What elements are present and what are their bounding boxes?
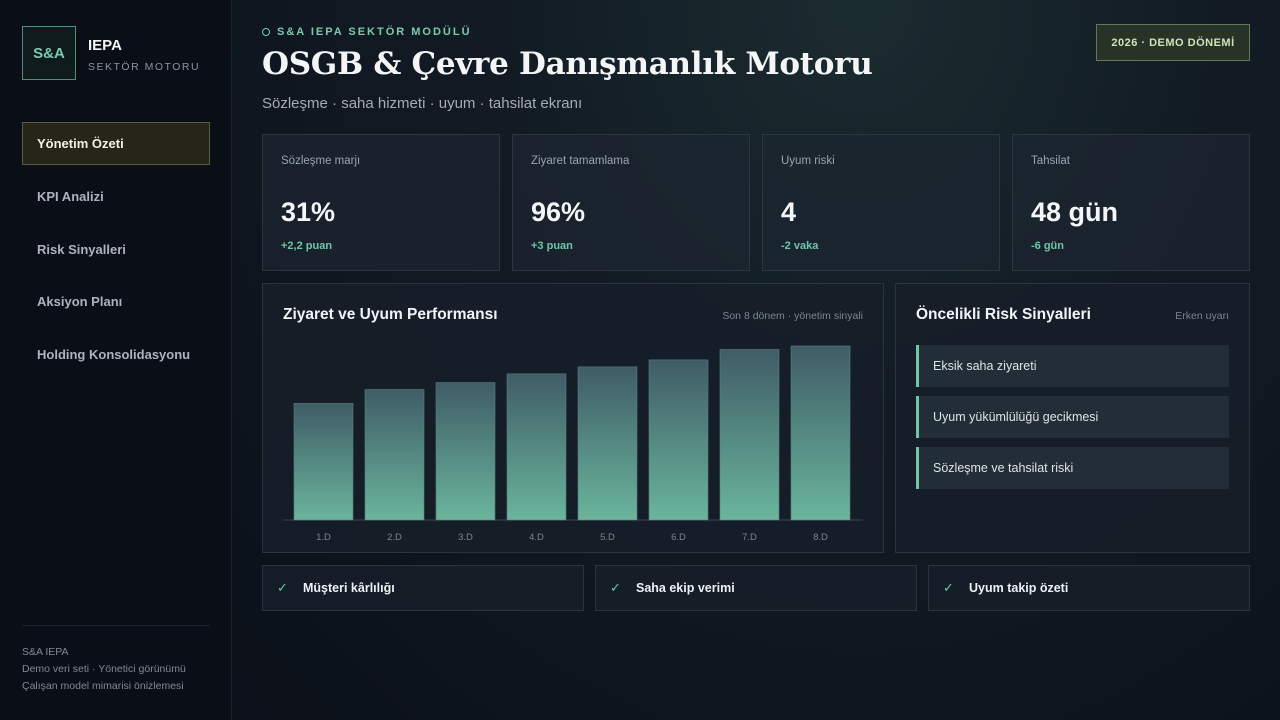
check-icon: ✓ bbox=[610, 580, 621, 595]
chart-x-tick-label: 2.D bbox=[387, 532, 402, 543]
chart-bar bbox=[293, 403, 354, 521]
sidebar-footer-dataset: Demo veri seti · Yönetici görünümü bbox=[22, 663, 186, 675]
brand-title: IEPA bbox=[88, 37, 122, 54]
kpi-value: 96% bbox=[531, 197, 586, 227]
chart-x-tick-label: 6.D bbox=[671, 532, 686, 543]
chart-x-tick-label: 8.D bbox=[813, 532, 828, 543]
kpi-card-compliance-risk: Uyum riski 4 -2 vaka bbox=[762, 134, 1000, 271]
kpi-label: Uyum riski bbox=[781, 155, 835, 167]
main-content: S&A IEPA SEKTÖR MODÜLÜ OSGB & Çevre Danı… bbox=[232, 0, 1280, 720]
summary-card-label: Uyum takip özeti bbox=[969, 581, 1069, 595]
period-badge[interactable]: 2026 · DEMO DÖNEMİ bbox=[1096, 24, 1250, 61]
page-subtitle: Sözleşme · saha hizmeti · uyum · tahsila… bbox=[262, 95, 583, 112]
chart-bar bbox=[435, 382, 496, 521]
chart-bar bbox=[364, 389, 425, 521]
kpi-value: 31% bbox=[281, 197, 336, 227]
module-eyebrow-label: S&A IEPA SEKTÖR MODÜLÜ bbox=[277, 26, 472, 38]
sidebar-item-risk-sinyalleri[interactable]: Risk Sinyalleri bbox=[37, 242, 126, 257]
kpi-card-contract-margin: Sözleşme marjı 31% +2,2 puan bbox=[262, 134, 500, 271]
summary-card-compliance-tracking[interactable]: ✓ Uyum takip özeti bbox=[928, 565, 1250, 611]
sidebar-item-yonetim-ozeti[interactable]: Yönetim Özeti bbox=[22, 122, 210, 165]
risk-signal-item[interactable]: Uyum yükümlülüğü gecikmesi bbox=[916, 396, 1229, 438]
chart-x-tick-label: 5.D bbox=[600, 532, 615, 543]
chart-bar bbox=[719, 349, 780, 521]
chart-x-tick-label: 1.D bbox=[316, 532, 331, 543]
kpi-card-visit-completion: Ziyaret tamamlama 96% +3 puan bbox=[512, 134, 750, 271]
circle-icon bbox=[262, 28, 270, 36]
kpi-label: Sözleşme marjı bbox=[281, 155, 361, 167]
summary-card-label: Müşteri kârlılığı bbox=[303, 581, 395, 595]
chart-bar bbox=[506, 373, 567, 521]
chart-x-tick-label: 7.D bbox=[742, 532, 757, 543]
kpi-label: Tahsilat bbox=[1031, 155, 1070, 167]
summary-card-field-team-efficiency[interactable]: ✓ Saha ekip verimi bbox=[595, 565, 917, 611]
risk-signal-item[interactable]: Sözleşme ve tahsilat riski bbox=[916, 447, 1229, 489]
kpi-label: Ziyaret tamamlama bbox=[531, 155, 630, 167]
summary-card-customer-profitability[interactable]: ✓ Müşteri kârlılığı bbox=[262, 565, 584, 611]
performance-panel-note: Son 8 dönem · yönetim sinyali bbox=[722, 310, 863, 322]
kpi-delta: +3 puan bbox=[531, 240, 573, 252]
brand-logo: S&A bbox=[22, 26, 76, 80]
summary-card-label: Saha ekip verimi bbox=[636, 581, 735, 595]
check-icon: ✓ bbox=[277, 580, 288, 595]
kpi-delta: -6 gün bbox=[1031, 240, 1064, 252]
performance-panel-title: Ziyaret ve Uyum Performansı bbox=[283, 306, 498, 323]
chart-x-tick-label: 3.D bbox=[458, 532, 473, 543]
risk-panel: Öncelikli Risk Sinyalleri Erken uyarı Ek… bbox=[895, 283, 1250, 553]
page-title: OSGB & Çevre Danışmanlık Motoru bbox=[262, 46, 873, 82]
sidebar-item-aksiyon-plani[interactable]: Aksiyon Planı bbox=[37, 294, 123, 309]
risk-panel-note: Erken uyarı bbox=[1175, 310, 1229, 322]
sidebar-footer-model: Çalışan model mimarisi önizlemesi bbox=[22, 680, 184, 692]
chart-bar bbox=[577, 366, 638, 521]
performance-bar-chart: 1.D 2.D 3.D 4.D 5.D 6.D 7.D 8.D bbox=[283, 345, 863, 543]
module-eyebrow: S&A IEPA SEKTÖR MODÜLÜ bbox=[262, 26, 472, 38]
chart-bar bbox=[648, 359, 709, 521]
sidebar-footer-brand: S&A IEPA bbox=[22, 646, 69, 658]
performance-panel: Ziyaret ve Uyum Performansı Son 8 dönem … bbox=[262, 283, 884, 553]
kpi-delta: -2 vaka bbox=[781, 240, 819, 252]
sidebar-divider bbox=[22, 625, 210, 626]
risk-panel-title: Öncelikli Risk Sinyalleri bbox=[916, 306, 1091, 323]
kpi-delta: +2,2 puan bbox=[281, 240, 333, 252]
kpi-card-collection: Tahsilat 48 gün -6 gün bbox=[1012, 134, 1250, 271]
risk-signal-item[interactable]: Eksik saha ziyareti bbox=[916, 345, 1229, 387]
check-icon: ✓ bbox=[943, 580, 954, 595]
kpi-value: 48 gün bbox=[1031, 197, 1119, 227]
chart-bar bbox=[790, 345, 851, 521]
brand-subtitle: SEKTÖR MOTORU bbox=[88, 61, 201, 73]
chart-x-tick-label: 4.D bbox=[529, 532, 544, 543]
sidebar: S&A IEPA SEKTÖR MOTORU Yönetim Özeti KPI… bbox=[0, 0, 232, 720]
sidebar-item-kpi-analizi[interactable]: KPI Analizi bbox=[37, 189, 104, 204]
kpi-value: 4 bbox=[781, 197, 797, 227]
sidebar-item-holding-konsolidasyonu[interactable]: Holding Konsolidasyonu bbox=[37, 347, 191, 362]
